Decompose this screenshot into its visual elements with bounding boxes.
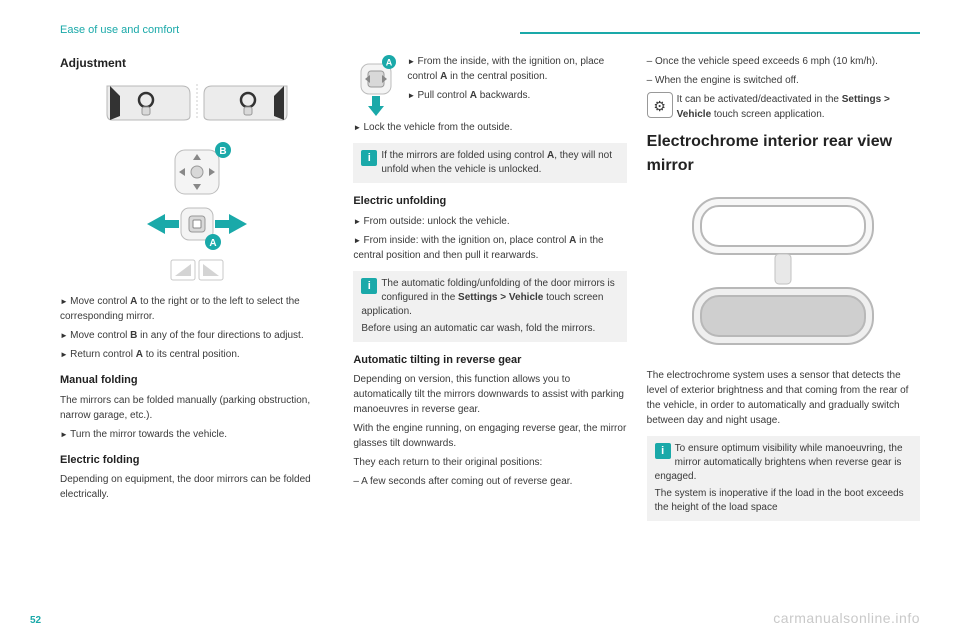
inside-step-1: From the inside, with the ignition on, p… [407,54,626,84]
info-box-fold-lock: i If the mirrors are folded using contro… [353,143,626,183]
heading-electric-folding: Electric folding [60,452,333,469]
tilt-desc-3: They each return to their original posit… [353,455,626,470]
adjust-step-3: Return control A to its central position… [60,347,333,362]
heading-manual-folding: Manual folding [60,372,333,389]
svg-text:A: A [386,58,393,68]
lock-step: Lock the vehicle from the outside. [353,120,626,135]
heading-electric-unfolding: Electric unfolding [353,193,626,210]
adjust-step-2: Move control B in any of the four direct… [60,328,333,343]
column-2: A From the inside, with the ignition on,… [353,54,626,529]
svg-text:B: B [219,146,226,157]
manual-folding-step: Turn the mirror towards the vehicle. [60,427,333,442]
illustration-control-small: A [353,54,399,120]
content-columns: Adjustment [60,54,920,529]
tilt-desc-2: With the engine running, on engaging rev… [353,421,626,451]
tilt-cond-1: A few seconds after coming out of revers… [353,474,626,489]
electric-folding-desc: Depending on equipment, the door mirrors… [60,472,333,502]
info-box-auto-fold: i The automatic folding/unfolding of the… [353,271,626,342]
tilt-cond-2: Once the vehicle speed exceeds 6 mph (10… [647,54,920,69]
column-3: Once the vehicle speed exceeds 6 mph (10… [647,54,920,529]
heading-electrochrome: Electrochrome interior rear view mirror [647,130,920,178]
tilt-cond-3: When the engine is switched off. [647,73,920,88]
illustration-rear-mirror [647,188,920,358]
info-icon: i [361,150,377,166]
unfold-step-2: From inside: with the ignition on, place… [353,233,626,263]
adjust-step-1: Move control A to the right or to the le… [60,294,333,324]
page-container: Ease of use and comfort Adjustment [0,0,960,640]
manual-folding-desc: The mirrors can be folded manually (park… [60,393,333,423]
column-1: Adjustment [60,54,333,529]
info-icon: i [361,278,377,294]
heading-adjustment: Adjustment [60,54,333,72]
electrochrome-desc: The electrochrome system uses a sensor t… [647,368,920,428]
illustration-control-dial: B A [60,134,333,284]
settings-note: ⚙ It can be activated/deactivated in the… [647,92,920,122]
illustration-door-mirrors [60,78,333,124]
info-box-reverse: i To ensure optimum visibility while man… [647,436,920,521]
heading-auto-tilt: Automatic tilting in reverse gear [353,352,626,369]
watermark: carmanualsonline.info [773,610,920,626]
inside-step-2: Pull control A backwards. [407,88,626,103]
info-icon: i [655,443,671,459]
tilt-desc-1: Depending on version, this function allo… [353,372,626,417]
svg-text:A: A [209,238,216,249]
unfold-step-1: From outside: unlock the vehicle. [353,214,626,229]
gear-icon: ⚙ [647,92,673,118]
page-number: 52 [30,615,41,626]
section-header: Ease of use and comfort [60,24,920,36]
header-rule [520,32,920,34]
